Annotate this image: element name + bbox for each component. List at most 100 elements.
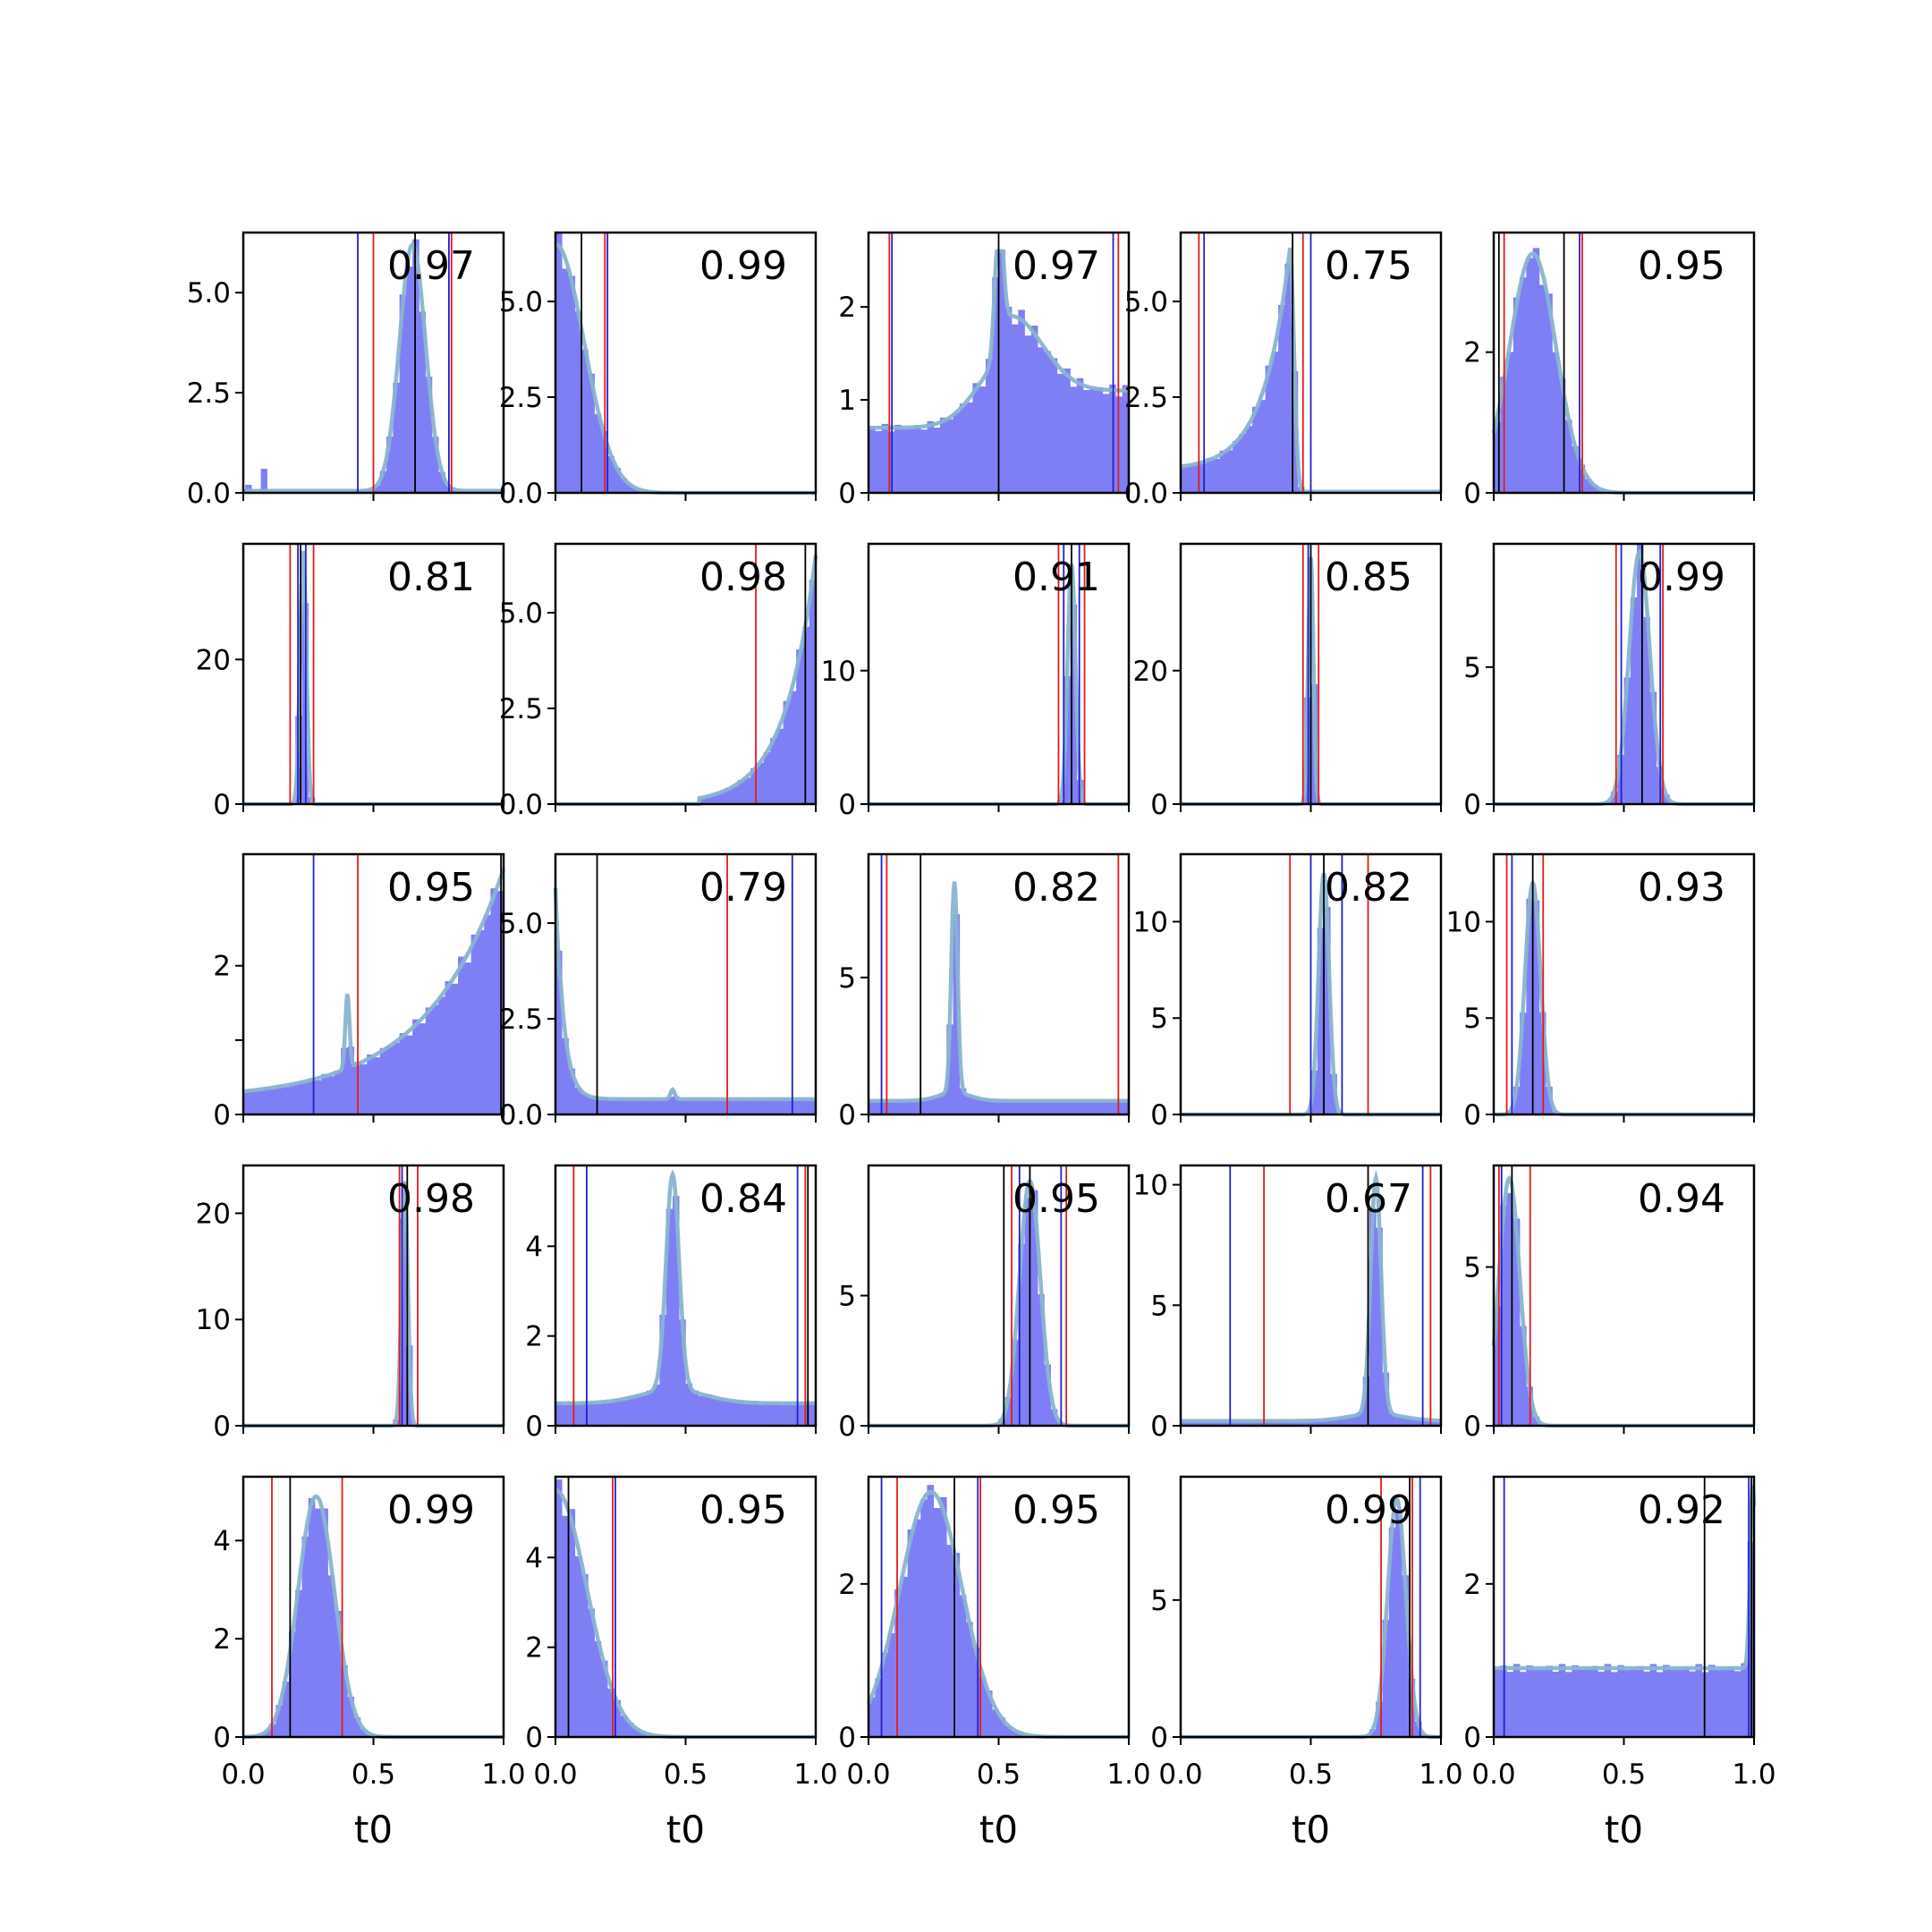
hist-bar (1083, 1101, 1090, 1114)
hist-bar (763, 751, 771, 804)
x-tick-label: 1.0 (1106, 1758, 1150, 1791)
hist-bar (1675, 1668, 1683, 1737)
hist-bar (653, 1384, 660, 1426)
score-label: 0.95 (1013, 1176, 1100, 1222)
hist-bar (1689, 1671, 1696, 1737)
hist-bar (1617, 1665, 1624, 1737)
hist-bar (869, 1697, 876, 1737)
hist-bar (972, 1647, 979, 1737)
hist-bar (1526, 898, 1533, 1114)
hist-bar (1012, 1339, 1019, 1426)
hist-bar (245, 485, 252, 493)
hist-bar (1513, 1218, 1521, 1426)
hist-bar (1558, 1664, 1566, 1737)
y-tick-label: 5 (1150, 1003, 1168, 1035)
panel-3-5: 0 5 10 0.93 (1446, 852, 1756, 1131)
hist-bar (959, 403, 967, 493)
hist-bar (321, 1508, 328, 1737)
y-tick-label: 10 (196, 1304, 231, 1336)
panel-4-2: 0 2 4 0.84 (525, 1164, 818, 1443)
hist-bar (640, 1732, 648, 1737)
hist-bar (288, 1083, 296, 1114)
y-tick-label: 2 (525, 1321, 543, 1353)
hist-bar (1063, 368, 1071, 493)
hist-bar (620, 1715, 628, 1737)
hist-bar (581, 349, 589, 493)
panel-2-3: 0 10 0.91 (821, 542, 1131, 821)
hist-bar (445, 980, 453, 1114)
x-axis-label: t0 (979, 1808, 1018, 1852)
hist-bar (1623, 1669, 1631, 1737)
hist-bar (1643, 1671, 1650, 1737)
hist-bar (347, 1046, 354, 1114)
hist-bar (640, 1099, 648, 1114)
hist-bar (979, 1099, 987, 1114)
panel-3-1: 020.95 (213, 852, 506, 1131)
score-label: 0.95 (1638, 243, 1725, 289)
hist-bar (1122, 385, 1130, 493)
hist-bar (425, 377, 433, 493)
hist-bar (1558, 378, 1566, 493)
hist-bar (451, 983, 459, 1114)
hist-bar (796, 1402, 803, 1426)
hist-bar (875, 1101, 882, 1114)
y-tick-label: 0.0 (499, 1099, 543, 1131)
hist-bar (783, 700, 791, 804)
hist-bar (1695, 1664, 1703, 1737)
hist-bar (1096, 1100, 1104, 1114)
hist-bar (1070, 386, 1078, 493)
hist-bar (1044, 1364, 1051, 1426)
hist-bar (1258, 400, 1266, 493)
hist-bar (295, 1082, 302, 1114)
y-tick-label: 5 (838, 962, 856, 995)
hist-bar (796, 1097, 803, 1114)
hist-bar (308, 1498, 316, 1737)
hist-bar (705, 1098, 712, 1114)
hist-bar (1532, 1669, 1540, 1737)
y-tick-label: 4 (525, 1542, 543, 1574)
hist-bar (1434, 1420, 1442, 1426)
hist-bar (1044, 351, 1051, 493)
hist-bar (1330, 1419, 1337, 1426)
hist-bar (341, 1665, 348, 1737)
hist-bar (1317, 1420, 1325, 1426)
hist-bar (770, 738, 777, 804)
hist-bar (1395, 1509, 1402, 1737)
y-tick-label: 5 (838, 1281, 856, 1313)
hist-bar (1252, 406, 1259, 493)
hist-bar (275, 1084, 283, 1114)
hist-bar (490, 888, 498, 1114)
hist-bar (1414, 1721, 1422, 1737)
hist-bar (269, 1089, 276, 1114)
hist-bar (438, 996, 445, 1114)
score-label: 0.81 (387, 555, 475, 600)
hist-bar (1649, 1664, 1657, 1737)
hist-bar (607, 1688, 614, 1737)
y-tick-label: 5.0 (499, 597, 543, 630)
hist-bar (1637, 544, 1644, 804)
hist-bar (1526, 1665, 1533, 1737)
hist-bar (757, 1403, 765, 1426)
hist-bar (699, 798, 706, 804)
y-tick-label: 5 (1463, 652, 1481, 684)
hist-bar (308, 1078, 316, 1114)
hist-bar (724, 1400, 732, 1426)
kde-curve (1494, 1485, 1757, 1671)
hist-bar (386, 1046, 394, 1114)
hist-bar (373, 1057, 381, 1114)
hist-bar (672, 1196, 680, 1426)
hist-bar (1610, 792, 1618, 804)
hist-bar (711, 794, 719, 804)
hist-bar (477, 929, 485, 1114)
hist-bar (1663, 1665, 1670, 1737)
hist-bar (1526, 258, 1533, 493)
hist-bar (1233, 1420, 1240, 1426)
hist-bar (750, 1097, 758, 1114)
hist-bar (1546, 1665, 1553, 1737)
hist-bar (1207, 1420, 1214, 1426)
hist-bar (881, 1099, 889, 1114)
hist-bar (393, 1042, 400, 1114)
hist-bar (1546, 1086, 1553, 1114)
hist-bar (953, 411, 961, 493)
hist-bar (574, 1555, 582, 1737)
